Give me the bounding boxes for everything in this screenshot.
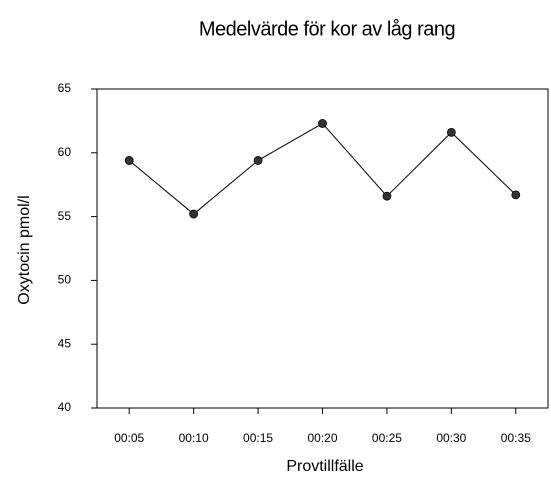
data-line (128, 122, 517, 215)
y-tick-label: 60 (58, 145, 72, 159)
x-tick-label: 00:30 (436, 431, 466, 445)
data-point (446, 127, 456, 137)
x-axis-label: Provtillfälle (286, 458, 363, 475)
plot-frame (96, 88, 549, 409)
y-tick-label: 50 (58, 273, 72, 287)
data-point (253, 156, 263, 165)
x-tick-label: 00:25 (372, 431, 402, 445)
y-tick-label: 45 (58, 336, 72, 350)
x-tick-label: 00:05 (114, 431, 144, 445)
data-point (511, 190, 521, 200)
chart-title: Medelvärde för kor av låg rang (199, 18, 455, 40)
data-point (382, 191, 392, 201)
y-tick-label: 65 (58, 81, 72, 95)
x-tick-label: 00:10 (179, 431, 209, 445)
x-tick-label: 00:20 (307, 431, 337, 445)
data-point (124, 156, 134, 165)
y-axis-label: Oxytocin pmol/l (16, 195, 33, 304)
y-tick-label: 40 (58, 400, 72, 414)
x-tick-label: 00:35 (501, 431, 531, 445)
x-tick-label: 00:15 (243, 431, 273, 445)
data-point (318, 119, 327, 128)
y-tick-label: 55 (58, 209, 72, 223)
data-point (189, 209, 199, 219)
